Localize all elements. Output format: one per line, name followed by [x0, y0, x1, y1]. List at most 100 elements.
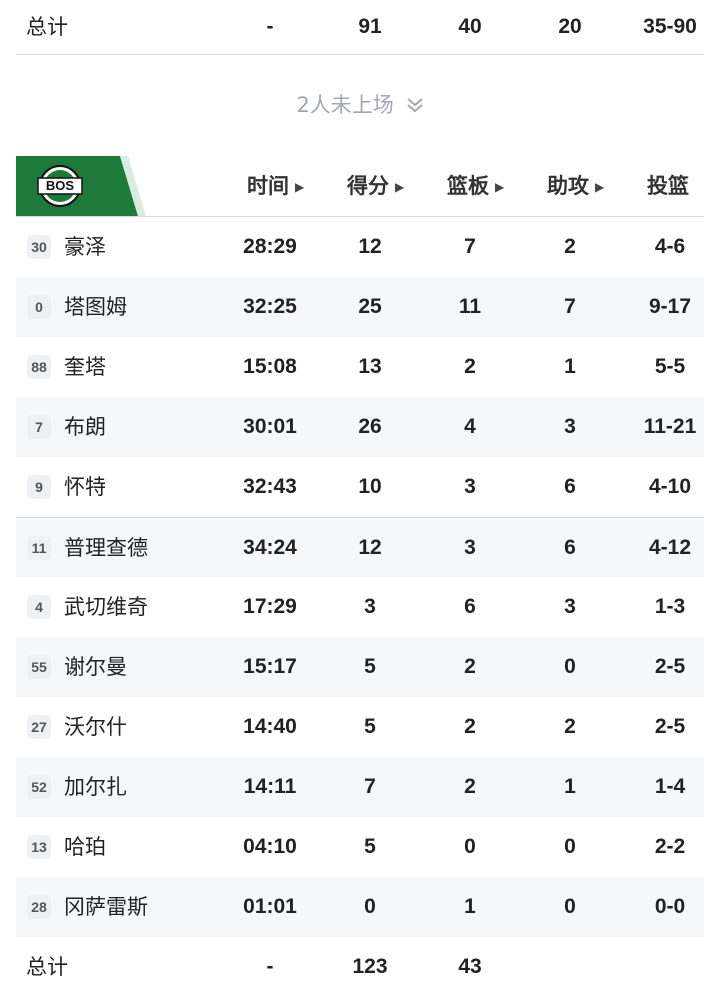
- column-header-rebounds[interactable]: 篮板 ▶: [447, 156, 504, 216]
- player-row[interactable]: 55 谢尔曼 15:17 5 2 0 2-5: [16, 637, 704, 697]
- player-name: 冈萨雷斯: [64, 895, 148, 919]
- team-header: BOS 时间 ▶ 得分 ▶ 篮板 ▶ 助攻 ▶ 投篮: [16, 156, 704, 216]
- double-chevron-down-icon: [400, 96, 424, 117]
- player-assists: 2: [564, 715, 576, 738]
- player-fg: 4-12: [648, 536, 692, 559]
- opponent-total-rebounds: 40: [458, 15, 482, 38]
- player-row[interactable]: 11 普理查德 34:24 12 3 6 4-12: [16, 518, 704, 577]
- column-header-rebounds-label: 篮板: [447, 174, 489, 198]
- column-header-assists-label: 助攻: [547, 174, 589, 198]
- player-points: 10: [358, 475, 382, 498]
- team-total-points: 123: [352, 955, 388, 978]
- player-time: 14:11: [243, 775, 297, 798]
- player-rebounds: 7: [464, 235, 476, 258]
- player-name: 加尔扎: [64, 775, 127, 799]
- player-name: 布朗: [64, 415, 106, 439]
- player-points: 0: [364, 895, 376, 918]
- player-rebounds: 2: [464, 775, 476, 798]
- column-header-points-label: 得分: [347, 174, 389, 198]
- player-assists: 0: [564, 835, 576, 858]
- player-row[interactable]: 4 武切维奇 17:29 3 6 3 1-3: [16, 577, 704, 637]
- player-fg: 4-6: [654, 235, 686, 258]
- team-logo-band: BOS: [16, 156, 146, 216]
- player-name: 武切维奇: [64, 595, 148, 619]
- player-row[interactable]: 13 哈珀 04:10 5 0 0 2-2: [16, 817, 704, 877]
- jersey-number: 28: [27, 895, 51, 919]
- player-name: 怀特: [64, 475, 106, 499]
- player-points: 26: [358, 415, 382, 438]
- player-fg: 9-17: [648, 295, 692, 318]
- player-row[interactable]: 27 沃尔什 14:40 5 2 2 2-5: [16, 697, 704, 757]
- player-row[interactable]: 88 奎塔 15:08 13 2 1 5-5: [16, 337, 704, 397]
- player-name: 谢尔曼: [64, 655, 127, 679]
- opponent-total-fg: 35-90: [643, 15, 697, 38]
- player-points: 5: [364, 655, 376, 678]
- jersey-number: 0: [27, 295, 51, 319]
- player-assists: 7: [564, 295, 576, 318]
- player-name: 沃尔什: [64, 715, 127, 739]
- sort-triangle-icon: ▶: [395, 180, 405, 194]
- player-rebounds: 4: [464, 415, 476, 438]
- player-assists: 1: [564, 775, 576, 798]
- player-time: 32:25: [243, 295, 297, 318]
- column-header-fg-label: 投篮: [647, 174, 689, 198]
- player-row[interactable]: 52 加尔扎 14:11 7 2 1 1-4: [16, 757, 704, 817]
- player-points: 5: [364, 835, 376, 858]
- jersey-number: 7: [27, 415, 51, 439]
- player-time: 04:10: [243, 835, 297, 858]
- jersey-number: 55: [27, 655, 51, 679]
- player-rebounds: 2: [464, 355, 476, 378]
- player-points: 7: [364, 775, 376, 798]
- column-header-assists[interactable]: 助攻 ▶: [547, 156, 604, 216]
- team-abbr: BOS: [45, 178, 75, 193]
- player-row[interactable]: 28 冈萨雷斯 01:01 0 1 0 0-0: [16, 877, 704, 937]
- player-fg: 4-10: [648, 475, 692, 498]
- player-rebounds: 0: [464, 835, 476, 858]
- player-assists: 1: [564, 355, 576, 378]
- player-row[interactable]: 7 布朗 30:01 26 4 3 11-21: [16, 397, 704, 457]
- player-name: 哈珀: [64, 835, 106, 859]
- player-rebounds: 11: [458, 295, 482, 318]
- jersey-number: 13: [27, 835, 51, 859]
- player-row[interactable]: 0 塔图姆 32:25 25 11 7 9-17: [16, 277, 704, 337]
- jersey-number: 88: [27, 355, 51, 379]
- player-points: 25: [358, 295, 382, 318]
- team-total-rebounds: 43: [458, 955, 482, 978]
- column-header-fg[interactable]: 投篮: [647, 156, 689, 216]
- opponent-total-label: 总计: [26, 15, 68, 39]
- player-time: 32:43: [243, 475, 297, 498]
- player-time: 15:08: [243, 355, 297, 378]
- player-points: 5: [364, 715, 376, 738]
- player-time: 28:29: [243, 235, 297, 258]
- player-assists: 3: [564, 415, 576, 438]
- player-assists: 0: [564, 655, 576, 678]
- player-rebounds: 3: [464, 475, 476, 498]
- dnp-toggle[interactable]: 2人未上场: [16, 54, 704, 156]
- sort-triangle-icon: ▶: [595, 180, 605, 194]
- player-row[interactable]: 30 豪泽 28:29 12 7 2 4-6: [16, 217, 704, 277]
- team-total-label: 总计: [26, 955, 68, 979]
- player-points: 3: [364, 595, 376, 618]
- player-row[interactable]: 9 怀特 32:43 10 3 6 4-10: [16, 457, 704, 517]
- player-assists: 0: [564, 895, 576, 918]
- player-fg: 2-2: [654, 835, 686, 858]
- starters-bench-divider: [16, 517, 704, 518]
- column-header-points[interactable]: 得分 ▶: [347, 156, 404, 216]
- player-assists: 2: [564, 235, 576, 258]
- opponent-total-points: 91: [358, 15, 382, 38]
- player-time: 30:01: [243, 415, 297, 438]
- jersey-number: 30: [27, 235, 51, 259]
- team-total-time: -: [266, 955, 274, 978]
- player-fg: 5-5: [654, 355, 686, 378]
- player-name: 普理查德: [64, 536, 148, 560]
- column-header-time[interactable]: 时间 ▶: [247, 156, 304, 216]
- player-name: 豪泽: [64, 235, 106, 259]
- divider: [16, 54, 704, 55]
- player-time: 01:01: [243, 895, 297, 918]
- player-points: 12: [358, 536, 382, 559]
- player-rebounds: 1: [464, 895, 476, 918]
- divider: [16, 216, 704, 217]
- sort-triangle-icon: ▶: [295, 180, 305, 194]
- player-points: 12: [358, 235, 382, 258]
- opponent-total-time: -: [266, 15, 274, 38]
